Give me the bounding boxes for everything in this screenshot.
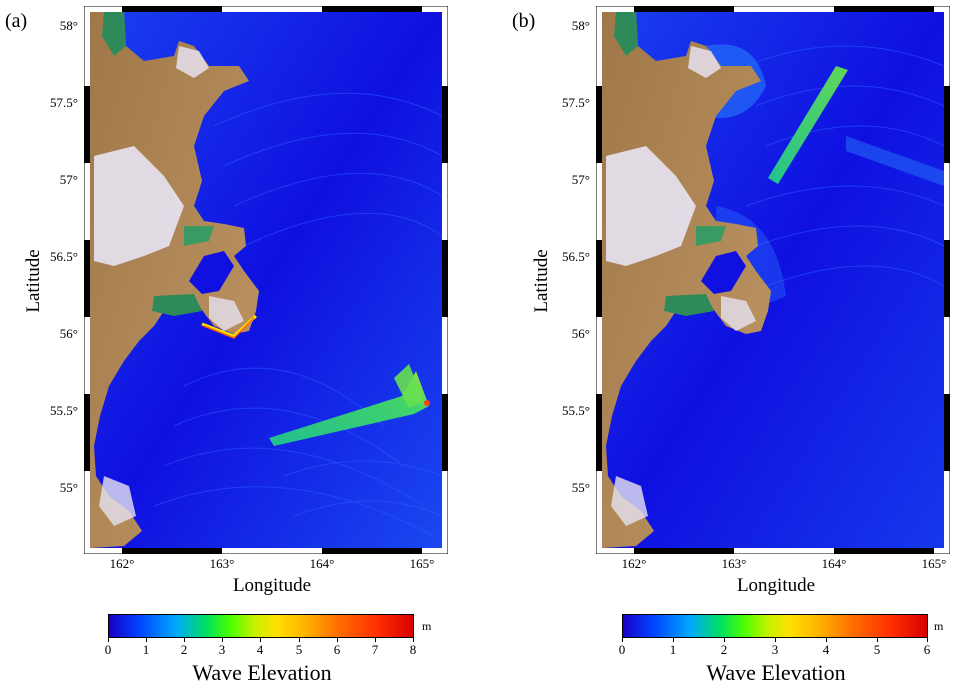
colorbar-title: Wave Elevation: [706, 660, 846, 685]
colorbar-tickmark: [222, 638, 223, 642]
lon-tick: 164°: [821, 556, 847, 571]
lat-tick: 57.5°: [562, 95, 590, 110]
lat-tick: 56.5°: [562, 249, 590, 264]
colorbar-tick: 1: [669, 642, 677, 657]
lat-tick: 56°: [59, 326, 78, 341]
lat-tick: 55.5°: [50, 403, 78, 418]
lat-tick: 58°: [59, 18, 78, 33]
wave-elevation-map: [84, 6, 448, 554]
lon-tick: 165°: [921, 556, 947, 571]
wave-elevation-map: [596, 6, 950, 554]
colorbar-title: Wave Elevation: [192, 660, 332, 685]
colorbar: m 0 1 2 3 4 5 6 7 8 Wave Elevation: [105, 614, 448, 698]
longitude-axis-title: Longitude: [736, 575, 816, 596]
colorbar-unit: m: [422, 619, 432, 633]
colorbar-tickmark: [108, 638, 109, 642]
colorbar: m 0 1 2 3 4 5 6 Wave Elevation: [619, 614, 952, 698]
longitude-axis-title: Longitude: [232, 575, 312, 596]
lon-tick: 165°: [409, 556, 435, 571]
colorbar-tickmark: [826, 638, 827, 642]
colorbar-tickmark: [622, 638, 623, 642]
colorbar-tickmark: [184, 638, 185, 642]
colorbar-tick: 1: [142, 642, 150, 657]
colorbar-tickmark: [724, 638, 725, 642]
panel-label: (b): [512, 10, 536, 32]
lat-tick: 58°: [571, 18, 590, 33]
lat-tick: 55.5°: [562, 403, 590, 418]
colorbar-tickmark: [146, 638, 147, 642]
colorbar-tick: 5: [295, 642, 303, 657]
lat-tick: 57°: [571, 172, 590, 187]
panel-label: (a): [5, 10, 28, 32]
colorbar-tick: 4: [256, 642, 264, 657]
colorbar-tickmark: [337, 638, 338, 642]
panel-a: (a) Latitude 58° 57.5° 57° 56.5° 56° 55.…: [0, 0, 476, 698]
colorbar-tick: 5: [873, 642, 881, 657]
colorbar-tick: 4: [822, 642, 830, 657]
lat-tick: 57°: [59, 172, 78, 187]
colorbar-tickmark: [877, 638, 878, 642]
colorbar-tick: 2: [180, 642, 188, 657]
lat-tick: 57.5°: [50, 95, 78, 110]
lon-tick: 162°: [109, 556, 135, 571]
colorbar-gradient: [108, 614, 414, 638]
colorbar-tickmark: [775, 638, 776, 642]
colorbar-tickmark: [260, 638, 261, 642]
colorbar-tickmark: [299, 638, 300, 642]
colorbar-tickmark: [673, 638, 674, 642]
colorbar-unit: m: [934, 619, 944, 633]
colorbar-tick: 0: [104, 642, 112, 657]
lat-tick: 56°: [571, 326, 590, 341]
panel-b: (b) Latitude 58° 57.5° 57° 56.5° 56° 55.…: [476, 0, 952, 698]
colorbar-tick: 0: [618, 642, 626, 657]
colorbar-tick: 7: [371, 642, 379, 657]
lon-tick: 162°: [621, 556, 647, 571]
colorbar-tick: 2: [720, 642, 728, 657]
lon-tick: 164°: [309, 556, 335, 571]
colorbar-tick: 3: [218, 642, 226, 657]
lat-tick: 55°: [59, 480, 78, 495]
colorbar-tick: 8: [409, 642, 417, 657]
colorbar-tick: 3: [771, 642, 779, 657]
colorbar-tick: 6: [923, 642, 931, 657]
lon-tick: 163°: [209, 556, 235, 571]
lat-tick: 55°: [571, 480, 590, 495]
colorbar-gradient: [622, 614, 928, 638]
colorbar-tickmark: [413, 638, 414, 642]
colorbar-tick: 6: [333, 642, 341, 657]
colorbar-tickmark: [927, 638, 928, 642]
lon-tick: 163°: [721, 556, 747, 571]
colorbar-tickmark: [375, 638, 376, 642]
lat-tick: 56.5°: [50, 249, 78, 264]
